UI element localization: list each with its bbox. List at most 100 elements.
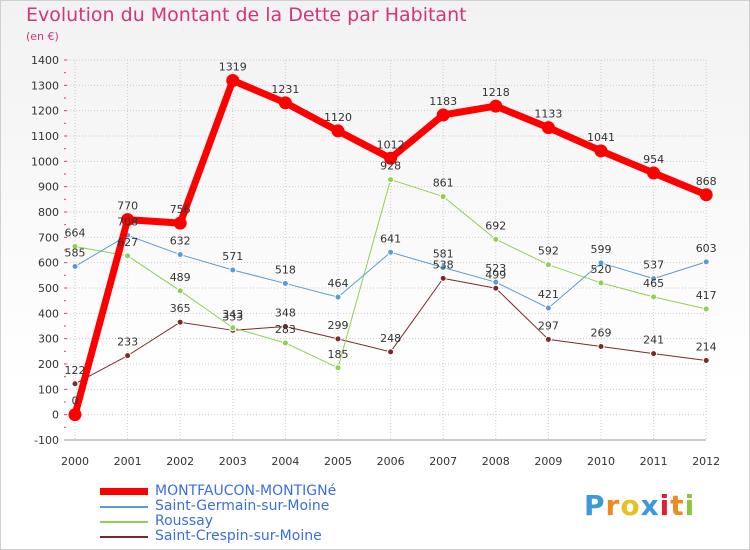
data-label-2: 592	[538, 245, 559, 258]
data-point-0	[173, 216, 187, 230]
y-tick-label: 900	[38, 181, 59, 194]
data-point-0	[384, 151, 398, 165]
data-label-2: 283	[275, 323, 296, 336]
data-point-3	[439, 274, 447, 282]
data-point-2	[702, 305, 710, 313]
y-tick-label: 400	[38, 307, 59, 320]
data-point-2	[334, 364, 342, 372]
data-label-0: 0	[72, 395, 79, 408]
legend: MONTFAUCON-MONTIGNé Saint-Germain-sur-Mo…	[100, 484, 430, 544]
legend-label-montfaucon: MONTFAUCON-MONTIGNé	[155, 483, 337, 499]
data-label-1: 464	[328, 277, 349, 290]
x-tick-label: 2004	[271, 455, 299, 468]
data-label-1: 537	[643, 259, 664, 272]
chart-subtitle: (en €)	[26, 30, 59, 43]
y-tick-label: 300	[38, 333, 59, 346]
data-point-3	[334, 335, 342, 343]
y-tick-label: 100	[38, 383, 59, 396]
x-tick-label: 2001	[114, 455, 142, 468]
data-point-2	[650, 293, 658, 301]
data-label-3: 333	[222, 310, 243, 323]
data-label-2: 928	[380, 160, 401, 173]
x-tick-label: 2007	[429, 455, 457, 468]
data-point-1	[229, 266, 237, 274]
data-label-2: 692	[485, 219, 506, 232]
data-point-3	[597, 343, 605, 351]
data-label-0: 770	[117, 200, 138, 213]
data-point-2	[124, 252, 132, 260]
x-tick-label: 2008	[482, 455, 510, 468]
data-label-layer: 122 233 365 333 348 299 248 538 499 297 269 241 214 6…	[65, 61, 717, 408]
data-label-3: 348	[275, 307, 296, 320]
data-label-3: 499	[485, 268, 506, 281]
data-point-0	[278, 96, 292, 110]
data-point-2	[281, 339, 289, 347]
data-point-2	[544, 261, 552, 269]
data-label-3: 297	[538, 319, 559, 332]
legend-entry-saint-germain: Saint-Germain-sur-Moine	[100, 499, 430, 514]
data-label-0: 1120	[324, 111, 352, 124]
axis-layer: -100 0 100 200 300 400 500 600 700 800 900 1000 1100…	[31, 54, 720, 468]
data-label-3: 365	[170, 302, 191, 315]
data-label-2: 627	[117, 236, 138, 249]
legend-label-saint-crespin: Saint-Crespin-sur-Moine	[155, 528, 322, 544]
data-point-1	[71, 262, 79, 270]
data-label-1: 581	[433, 247, 454, 260]
data-label-0: 1231	[271, 83, 299, 96]
data-point-1	[544, 304, 552, 312]
logo-letter: P	[584, 489, 606, 522]
data-point-1	[597, 259, 605, 267]
data-point-1	[334, 293, 342, 301]
legend-entry-roussay: Roussay	[100, 514, 430, 529]
data-point-3	[702, 356, 710, 364]
x-tick-label: 2010	[587, 455, 615, 468]
y-tick-label: 1300	[31, 79, 59, 92]
y-tick-label: 1200	[31, 105, 59, 118]
x-tick-label: 2005	[324, 455, 352, 468]
data-point-3	[387, 348, 395, 356]
data-point-0	[121, 213, 135, 227]
y-tick-label: 700	[38, 231, 59, 244]
logo-letter: i	[659, 489, 671, 522]
data-point-1	[492, 278, 500, 286]
data-point-2	[597, 279, 605, 287]
logo-letter: o	[620, 489, 641, 522]
y-tick-label: 600	[38, 257, 59, 270]
legend-swatch-roussay	[100, 521, 148, 523]
data-label-0: 868	[696, 175, 717, 188]
data-label-3: 233	[117, 336, 138, 349]
data-label-0: 756	[170, 203, 191, 216]
x-tick-label: 2006	[377, 455, 405, 468]
x-tick-label: 2000	[61, 455, 89, 468]
legend-swatch-saint-crespin	[100, 536, 148, 538]
data-label-1: 708	[117, 215, 138, 228]
data-label-0: 1218	[482, 86, 510, 99]
data-label-3: 299	[328, 319, 349, 332]
x-tick-label: 2009	[534, 455, 562, 468]
data-point-1	[439, 263, 447, 271]
x-tick-label: 2012	[692, 455, 720, 468]
data-label-1: 632	[170, 235, 191, 248]
data-label-1: 421	[538, 288, 559, 301]
data-label-2: 861	[433, 177, 454, 190]
data-label-1: 641	[380, 232, 401, 245]
data-point-2	[387, 176, 395, 184]
y-tick-label: 1400	[31, 54, 59, 67]
data-point-1	[387, 248, 395, 256]
logo-letter: i	[684, 489, 696, 522]
data-label-2: 489	[170, 271, 191, 284]
logo-letter: t	[670, 489, 685, 522]
logo-letter: r	[605, 489, 621, 522]
data-point-0	[226, 74, 240, 88]
data-point-1	[702, 258, 710, 266]
data-point-2	[492, 235, 500, 243]
data-label-2: 343	[222, 308, 243, 321]
data-label-1: 599	[591, 243, 612, 256]
data-point-3	[544, 335, 552, 343]
data-point-0	[541, 121, 555, 135]
y-tick-label: 500	[38, 282, 59, 295]
legend-label-saint-germain: Saint-Germain-sur-Moine	[155, 498, 330, 514]
chart-title: Evolution du Montant de la Dette par Hab…	[26, 4, 467, 26]
